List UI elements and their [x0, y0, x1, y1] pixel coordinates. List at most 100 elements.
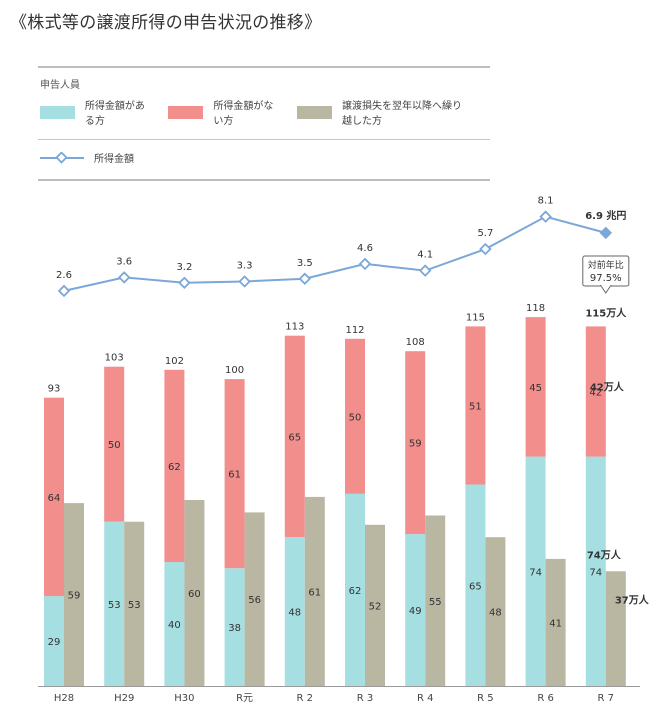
data-label-income: 3.3: [237, 260, 253, 271]
income-line-point: [599, 226, 613, 240]
data-label-total-latest: 115万人: [585, 306, 627, 319]
x-tick-label: R 4: [417, 693, 434, 704]
bar-with-income: [164, 562, 185, 686]
data-label-income: 4.1: [417, 250, 433, 261]
x-tick-label: H28: [54, 693, 74, 704]
data-label-carryover: 55: [429, 597, 442, 608]
legend-top-rule: [38, 66, 490, 68]
bar-with-income: [284, 537, 305, 686]
income-line-point: [358, 257, 372, 271]
data-label-total: 93: [48, 384, 61, 395]
data-label-with-income-latest: 74万人: [587, 549, 622, 562]
bar-carryover: [485, 537, 506, 686]
income-line-point: [57, 284, 71, 298]
income-line-point: [117, 271, 131, 284]
bar-with-income: [465, 484, 486, 686]
legend-swatch-cyan: [40, 105, 75, 119]
bar-no-income: [104, 366, 125, 522]
data-label-no-income: 65: [288, 432, 301, 443]
yoy-callout-label: 対前年比: [588, 259, 624, 271]
data-label-carryover: 41: [549, 618, 562, 629]
data-label-with-income: 40: [168, 620, 181, 631]
bar-no-income: [465, 326, 486, 485]
bar-with-income: [104, 521, 125, 686]
data-label-no-income: 59: [409, 439, 422, 450]
data-label-with-income: 74: [529, 567, 542, 578]
bar-with-income: [585, 456, 606, 686]
data-label-no-income: 45: [529, 383, 542, 394]
legend-header: 申告人員: [40, 80, 80, 91]
income-line-point: [418, 264, 432, 277]
bar-no-income: [405, 351, 426, 535]
data-label-no-income: 61: [228, 470, 241, 481]
data-label-total: 108: [406, 337, 425, 348]
bar-no-income: [164, 369, 185, 562]
bar-carryover: [605, 571, 626, 686]
bar-no-income: [224, 379, 245, 569]
legend-bottom-rule: [38, 179, 490, 181]
data-label-carryover: 48: [489, 608, 502, 619]
data-label-carryover: 61: [308, 587, 321, 598]
data-label-carryover: 59: [68, 591, 81, 602]
income-line-point: [238, 275, 251, 288]
legend-item-income-line: 所得金額: [40, 150, 490, 165]
data-label-with-income: 65: [469, 581, 482, 592]
data-label-income: 3.6: [116, 256, 132, 267]
bar-no-income: [345, 338, 365, 494]
bar-carryover: [124, 521, 145, 686]
x-tick-label: R元: [236, 693, 253, 704]
data-label-total: 113: [285, 322, 304, 333]
bar-with-income: [525, 456, 546, 686]
x-tick-label: R 7: [598, 693, 615, 704]
data-label-with-income: 53: [108, 600, 121, 611]
yoy-callout-value: 97.5%: [590, 273, 622, 284]
x-tick-label: R 3: [357, 693, 374, 704]
legend-swatch-red: [168, 105, 204, 119]
page-title: 《株式等の譲渡所得の申告状況の推移》: [10, 13, 322, 33]
data-label-no-income: 62: [168, 462, 181, 473]
data-label-with-income: 38: [228, 623, 241, 634]
data-label-with-income: 48: [288, 608, 301, 619]
bar-no-income: [585, 326, 606, 457]
data-label-income: 4.6: [357, 243, 373, 254]
data-label-no-income: 51: [469, 401, 482, 412]
legend-label-income-line: 所得金額: [94, 154, 134, 165]
legend-bar-row: 所得金額がある方 所得金額がない方 譲渡損失を翌年以降へ繰り越した方: [40, 97, 490, 127]
income-line-point: [539, 210, 552, 223]
data-label-carryover: 53: [128, 600, 141, 611]
income-line-point: [479, 242, 492, 256]
bar-carryover: [244, 512, 265, 686]
data-label-total: 115: [466, 312, 485, 323]
data-label-with-income: 29: [48, 637, 61, 648]
yoy-callout-pointer: [599, 285, 612, 294]
data-label-no-income: 64: [48, 493, 61, 504]
bar-no-income: [525, 317, 546, 457]
income-line-point: [298, 272, 312, 285]
data-label-income: 2.6: [56, 270, 72, 281]
bar-no-income: [284, 335, 305, 538]
legend-swatch-gray: [296, 105, 333, 119]
x-tick-label: H30: [174, 693, 194, 704]
data-label-no-income: 50: [349, 412, 362, 423]
data-label-carryover: 60: [188, 589, 201, 600]
bar-carryover: [184, 500, 205, 686]
data-label-total: 118: [526, 303, 545, 314]
data-label-with-income: 74: [589, 567, 602, 578]
legend-label-with-income: 所得金額がある方: [84, 101, 145, 127]
bar-carryover: [64, 503, 84, 686]
x-tick-label: R 6: [537, 693, 554, 704]
bar-with-income: [44, 596, 64, 686]
bar-with-income: [224, 568, 245, 686]
bar-carryover: [425, 515, 446, 686]
x-tick-label: H29: [114, 693, 134, 704]
legend-item-with-income: 所得金額がある方: [40, 97, 148, 127]
legend-line-marker-icon: [40, 151, 84, 164]
data-label-total: 100: [225, 365, 244, 376]
data-label-income: 5.7: [477, 228, 493, 239]
data-label-total: 103: [105, 353, 124, 364]
data-label-with-income: 49: [409, 606, 422, 617]
data-label-income: 3.2: [176, 262, 192, 273]
data-label-carryover: 56: [248, 595, 261, 606]
data-label-with-income: 62: [349, 586, 362, 597]
